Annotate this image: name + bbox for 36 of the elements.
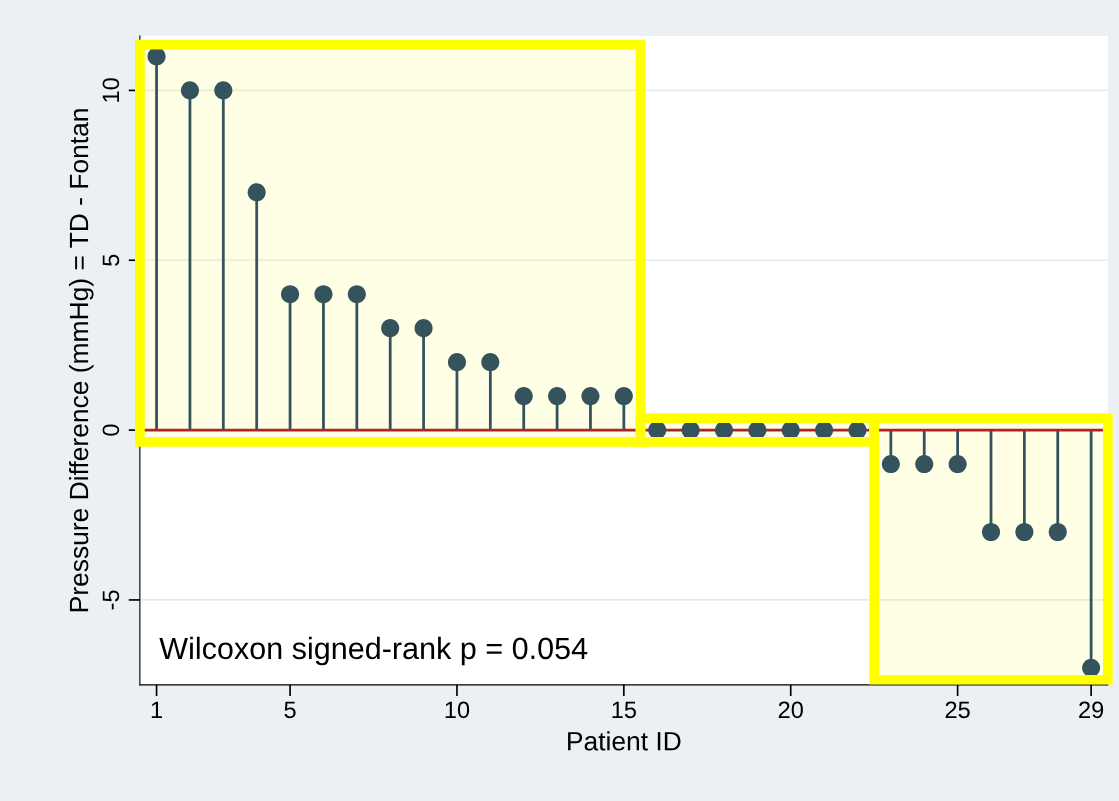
point <box>514 387 533 406</box>
x-tick-label: 1 <box>151 701 162 718</box>
y-axis-title: Pressure Difference (mmHg) = TD - Fontan <box>68 109 94 612</box>
point <box>481 353 500 372</box>
x-tick-label: 20 <box>778 701 803 719</box>
point <box>414 319 433 338</box>
point <box>981 522 1001 542</box>
x-tick-label: 29 <box>1079 701 1104 719</box>
point <box>581 387 600 406</box>
y-tick-label: 10 <box>102 78 120 102</box>
point <box>948 455 967 474</box>
point <box>548 387 567 406</box>
point <box>381 319 400 338</box>
point <box>1015 522 1034 542</box>
point <box>214 81 233 100</box>
x-tick-label: 25 <box>945 701 970 719</box>
point <box>247 183 266 202</box>
point <box>1048 522 1067 542</box>
point <box>614 387 633 406</box>
point <box>347 285 366 304</box>
point <box>281 285 300 304</box>
x-tick-label: 15 <box>612 701 636 719</box>
y-tick-label: -5 <box>102 590 120 610</box>
y-tick-label: 5 <box>102 254 120 266</box>
x-tick-label: 5 <box>284 701 296 719</box>
point <box>915 455 934 474</box>
annotation: Wilcoxon signed-rank p = 0.054 <box>159 636 588 666</box>
x-axis-title: Patient ID <box>568 731 681 751</box>
point <box>1082 658 1101 677</box>
point <box>180 81 199 100</box>
x-tick-label: 10 <box>445 701 470 719</box>
point <box>147 47 166 66</box>
point <box>881 455 900 474</box>
point <box>314 285 333 304</box>
y-tick-label: 0 <box>102 424 120 436</box>
point <box>447 353 467 372</box>
